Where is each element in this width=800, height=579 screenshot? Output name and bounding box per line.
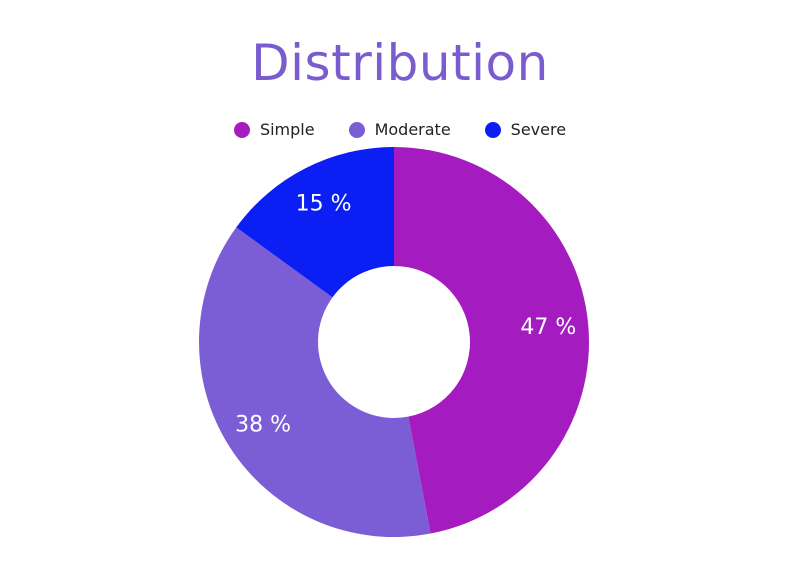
legend-label-moderate: Moderate <box>374 120 451 139</box>
slice-label-simple: 47 % <box>520 315 576 340</box>
legend-label-severe: Severe <box>510 120 567 139</box>
chart-legend: Simple Moderate Severe <box>0 120 800 139</box>
legend-label-simple: Simple <box>259 120 315 139</box>
slice-label-moderate: 38 % <box>235 413 291 438</box>
donut-slice-severe[interactable] <box>236 147 394 298</box>
slice-label-severe: 15 % <box>296 191 352 216</box>
legend-swatch-simple <box>233 121 250 138</box>
legend-swatch-severe <box>484 121 501 138</box>
donut-labels: 47 % 38 % 15 % <box>235 191 576 437</box>
legend-item-severe[interactable]: Severe <box>484 120 567 139</box>
legend-item-simple[interactable]: Simple <box>233 120 315 139</box>
chart-title: Distribution <box>251 34 549 92</box>
donut-slice-simple[interactable] <box>394 147 590 534</box>
legend-item-moderate[interactable]: Moderate <box>348 120 451 139</box>
donut-slice-moderate[interactable] <box>198 227 431 538</box>
donut-slices <box>198 147 590 538</box>
legend-swatch-moderate <box>348 121 365 138</box>
